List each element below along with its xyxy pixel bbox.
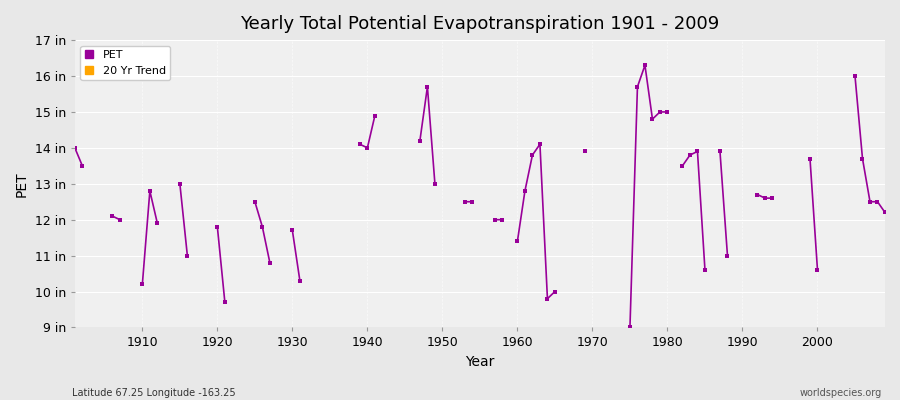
Text: worldspecies.org: worldspecies.org: [800, 388, 882, 398]
X-axis label: Year: Year: [465, 355, 495, 369]
Legend: PET, 20 Yr Trend: PET, 20 Yr Trend: [80, 46, 170, 80]
Y-axis label: PET: PET: [15, 171, 29, 196]
Text: Latitude 67.25 Longitude -163.25: Latitude 67.25 Longitude -163.25: [72, 388, 236, 398]
Title: Yearly Total Potential Evapotranspiration 1901 - 2009: Yearly Total Potential Evapotranspiratio…: [240, 15, 719, 33]
